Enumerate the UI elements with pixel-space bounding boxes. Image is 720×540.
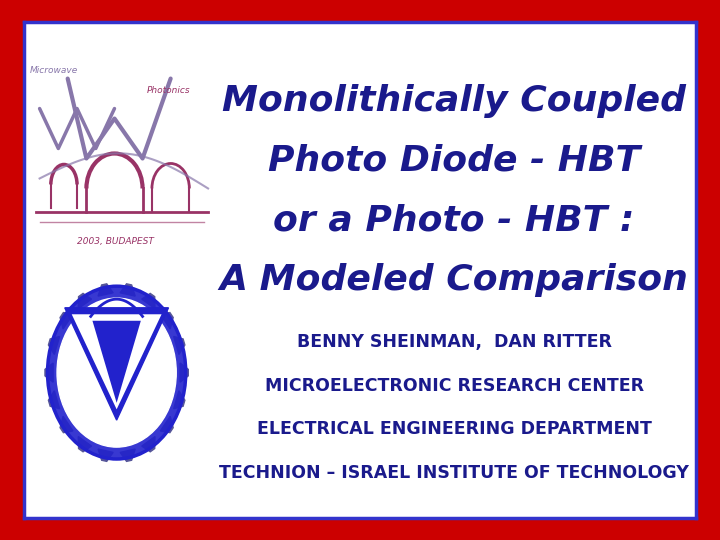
- Polygon shape: [60, 313, 73, 329]
- Text: 2003, BUDAPEST: 2003, BUDAPEST: [77, 238, 154, 246]
- Polygon shape: [48, 336, 60, 354]
- Text: Photo Diode - HBT: Photo Diode - HBT: [268, 144, 640, 178]
- Polygon shape: [60, 416, 73, 433]
- Text: Monolithically Coupled: Monolithically Coupled: [222, 84, 686, 118]
- Polygon shape: [45, 363, 53, 382]
- Text: Photonics: Photonics: [146, 85, 190, 94]
- Text: TECHNION – ISRAEL INSTITUTE OF TECHNOLOGY: TECHNION – ISRAEL INSTITUTE OF TECHNOLOG…: [219, 464, 689, 482]
- Polygon shape: [98, 284, 113, 296]
- Text: BENNY SHEINMAN,  DAN RITTER: BENNY SHEINMAN, DAN RITTER: [297, 333, 612, 351]
- Text: ELECTRICAL ENGINEERING DEPARTMENT: ELECTRICAL ENGINEERING DEPARTMENT: [257, 421, 652, 438]
- Polygon shape: [174, 336, 185, 354]
- Polygon shape: [180, 363, 189, 382]
- Polygon shape: [142, 436, 155, 452]
- Text: MICROELECTRONIC RESEARCH CENTER: MICROELECTRONIC RESEARCH CENTER: [264, 377, 644, 395]
- Polygon shape: [161, 313, 174, 329]
- Polygon shape: [174, 391, 185, 409]
- Polygon shape: [78, 436, 91, 452]
- Polygon shape: [142, 293, 155, 309]
- Polygon shape: [120, 284, 135, 296]
- Polygon shape: [72, 314, 161, 409]
- Text: or a Photo - HBT :: or a Photo - HBT :: [274, 204, 635, 237]
- Wedge shape: [48, 286, 186, 459]
- Text: Microwave: Microwave: [30, 65, 78, 75]
- Polygon shape: [120, 449, 135, 461]
- Circle shape: [57, 298, 176, 447]
- Polygon shape: [48, 391, 60, 409]
- Text: A Modeled Comparison: A Modeled Comparison: [220, 263, 688, 297]
- Polygon shape: [161, 416, 174, 433]
- Polygon shape: [78, 293, 91, 309]
- Polygon shape: [65, 308, 168, 420]
- Polygon shape: [98, 449, 113, 461]
- Polygon shape: [92, 321, 141, 403]
